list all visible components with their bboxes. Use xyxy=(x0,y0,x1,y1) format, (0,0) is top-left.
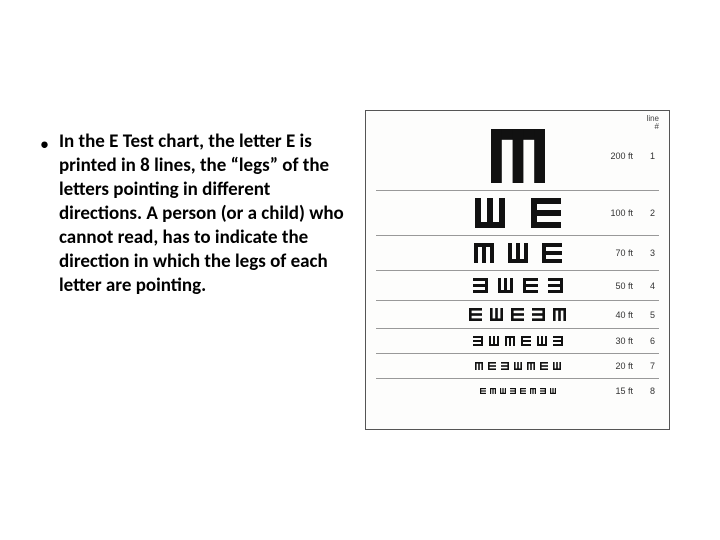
row-distance: 50 ft xyxy=(615,281,633,291)
e-glyph-up-icon xyxy=(553,362,561,370)
row-line-number: 5 xyxy=(647,310,655,320)
e-glyph-down-icon xyxy=(553,308,566,321)
e-glyph-right-icon xyxy=(480,388,486,394)
row-line-number: 1 xyxy=(647,151,655,161)
row-divider xyxy=(376,378,659,379)
bullet-dot-icon: • xyxy=(40,132,49,156)
row-line-number: 2 xyxy=(647,208,655,218)
chart-row: 50 ft 4 xyxy=(376,274,659,297)
e-chart-frame: line# 200 ft1 100 ft2 70 ft3 xyxy=(365,110,670,430)
e-glyph-down-icon xyxy=(505,336,515,346)
e-glyph-down-icon xyxy=(475,362,483,370)
e-glyph-right-icon xyxy=(469,308,482,321)
row-line-number: 8 xyxy=(647,386,655,396)
row-distance: 100 ft xyxy=(610,208,633,218)
e-glyph-right-icon xyxy=(531,198,561,228)
e-glyph-left-icon xyxy=(540,388,546,394)
e-glyph-down-icon xyxy=(474,243,494,263)
e-glyph-left-icon xyxy=(510,388,516,394)
chart-row: 20 ft 7 xyxy=(376,357,659,375)
e-glyph-up-icon xyxy=(490,308,503,321)
e-glyph-up-icon xyxy=(514,362,522,370)
row-label: 40 ft 5 xyxy=(615,310,655,320)
slide: • In the E Test chart, the letter E is p… xyxy=(0,0,720,540)
row-distance: 200 ft xyxy=(610,151,633,161)
bullet-text: In the E Test chart, the letter E is pri… xyxy=(59,130,345,298)
row-divider xyxy=(376,235,659,236)
row-line-number: 4 xyxy=(647,281,655,291)
row-label: 100 ft 2 xyxy=(610,208,655,218)
e-glyph-up-icon xyxy=(475,198,505,228)
row-divider xyxy=(376,190,659,191)
e-glyph-up-icon xyxy=(489,336,499,346)
e-glyph-up-icon xyxy=(508,243,528,263)
row-distance: 70 ft xyxy=(615,248,633,258)
chart-row: 70 ft 3 xyxy=(376,239,659,267)
e-glyph-left-icon xyxy=(532,308,545,321)
chart-row: 100 ft 2 xyxy=(376,194,659,232)
row-divider xyxy=(376,328,659,329)
chart-row: 200 ft 1 xyxy=(376,125,659,187)
row-label: 50 ft 4 xyxy=(615,281,655,291)
e-glyph-left-icon xyxy=(473,336,483,346)
e-glyph-up-icon xyxy=(500,388,506,394)
row-label: 30 ft 6 xyxy=(615,336,655,346)
e-glyph-right-icon xyxy=(542,243,562,263)
row-label: 15 ft 8 xyxy=(615,386,655,396)
e-glyph-down-icon xyxy=(527,362,535,370)
e-glyph-right-icon xyxy=(521,336,531,346)
e-glyph-up-icon xyxy=(550,388,556,394)
e-glyph-right-icon xyxy=(540,362,548,370)
e-glyph-left-icon xyxy=(553,336,563,346)
row-divider xyxy=(376,353,659,354)
e-glyph-down-icon xyxy=(530,388,536,394)
row-line-number: 6 xyxy=(647,336,655,346)
row-divider xyxy=(376,300,659,301)
e-glyph-right-icon xyxy=(488,362,496,370)
e-glyph-right-icon xyxy=(523,278,538,293)
row-label: 70 ft 3 xyxy=(615,248,655,258)
e-glyph-left-icon xyxy=(501,362,509,370)
chart-row: 30 ft 6 xyxy=(376,332,659,350)
row-line-number: 7 xyxy=(647,361,655,371)
row-distance: 40 ft xyxy=(615,310,633,320)
e-glyph-left-icon xyxy=(473,278,488,293)
e-chart-container: line# 200 ft1 100 ft2 70 ft3 xyxy=(365,110,670,430)
e-glyph-right-icon xyxy=(520,388,526,394)
row-label: 200 ft 1 xyxy=(610,151,655,161)
row-line-number: 3 xyxy=(647,248,655,258)
e-glyph-up-icon xyxy=(537,336,547,346)
e-glyph-down-icon xyxy=(490,388,496,394)
chart-row: 40 ft 5 xyxy=(376,304,659,325)
row-label: 20 ft 7 xyxy=(615,361,655,371)
row-distance: 15 ft xyxy=(615,386,633,396)
row-divider xyxy=(376,270,659,271)
row-distance: 20 ft xyxy=(615,361,633,371)
chart-rows: 200 ft 1 100 ft 2 70 ft 3 xyxy=(376,119,659,427)
bullet-item: • In the E Test chart, the letter E is p… xyxy=(40,130,345,298)
text-column: • In the E Test chart, the letter E is p… xyxy=(40,130,345,298)
e-glyph-right-icon xyxy=(511,308,524,321)
e-glyph-left-icon xyxy=(548,278,563,293)
row-distance: 30 ft xyxy=(615,336,633,346)
chart-row: 15 ft 8 xyxy=(376,382,659,400)
e-glyph-up-icon xyxy=(498,278,513,293)
e-glyph-down-icon xyxy=(491,129,545,183)
